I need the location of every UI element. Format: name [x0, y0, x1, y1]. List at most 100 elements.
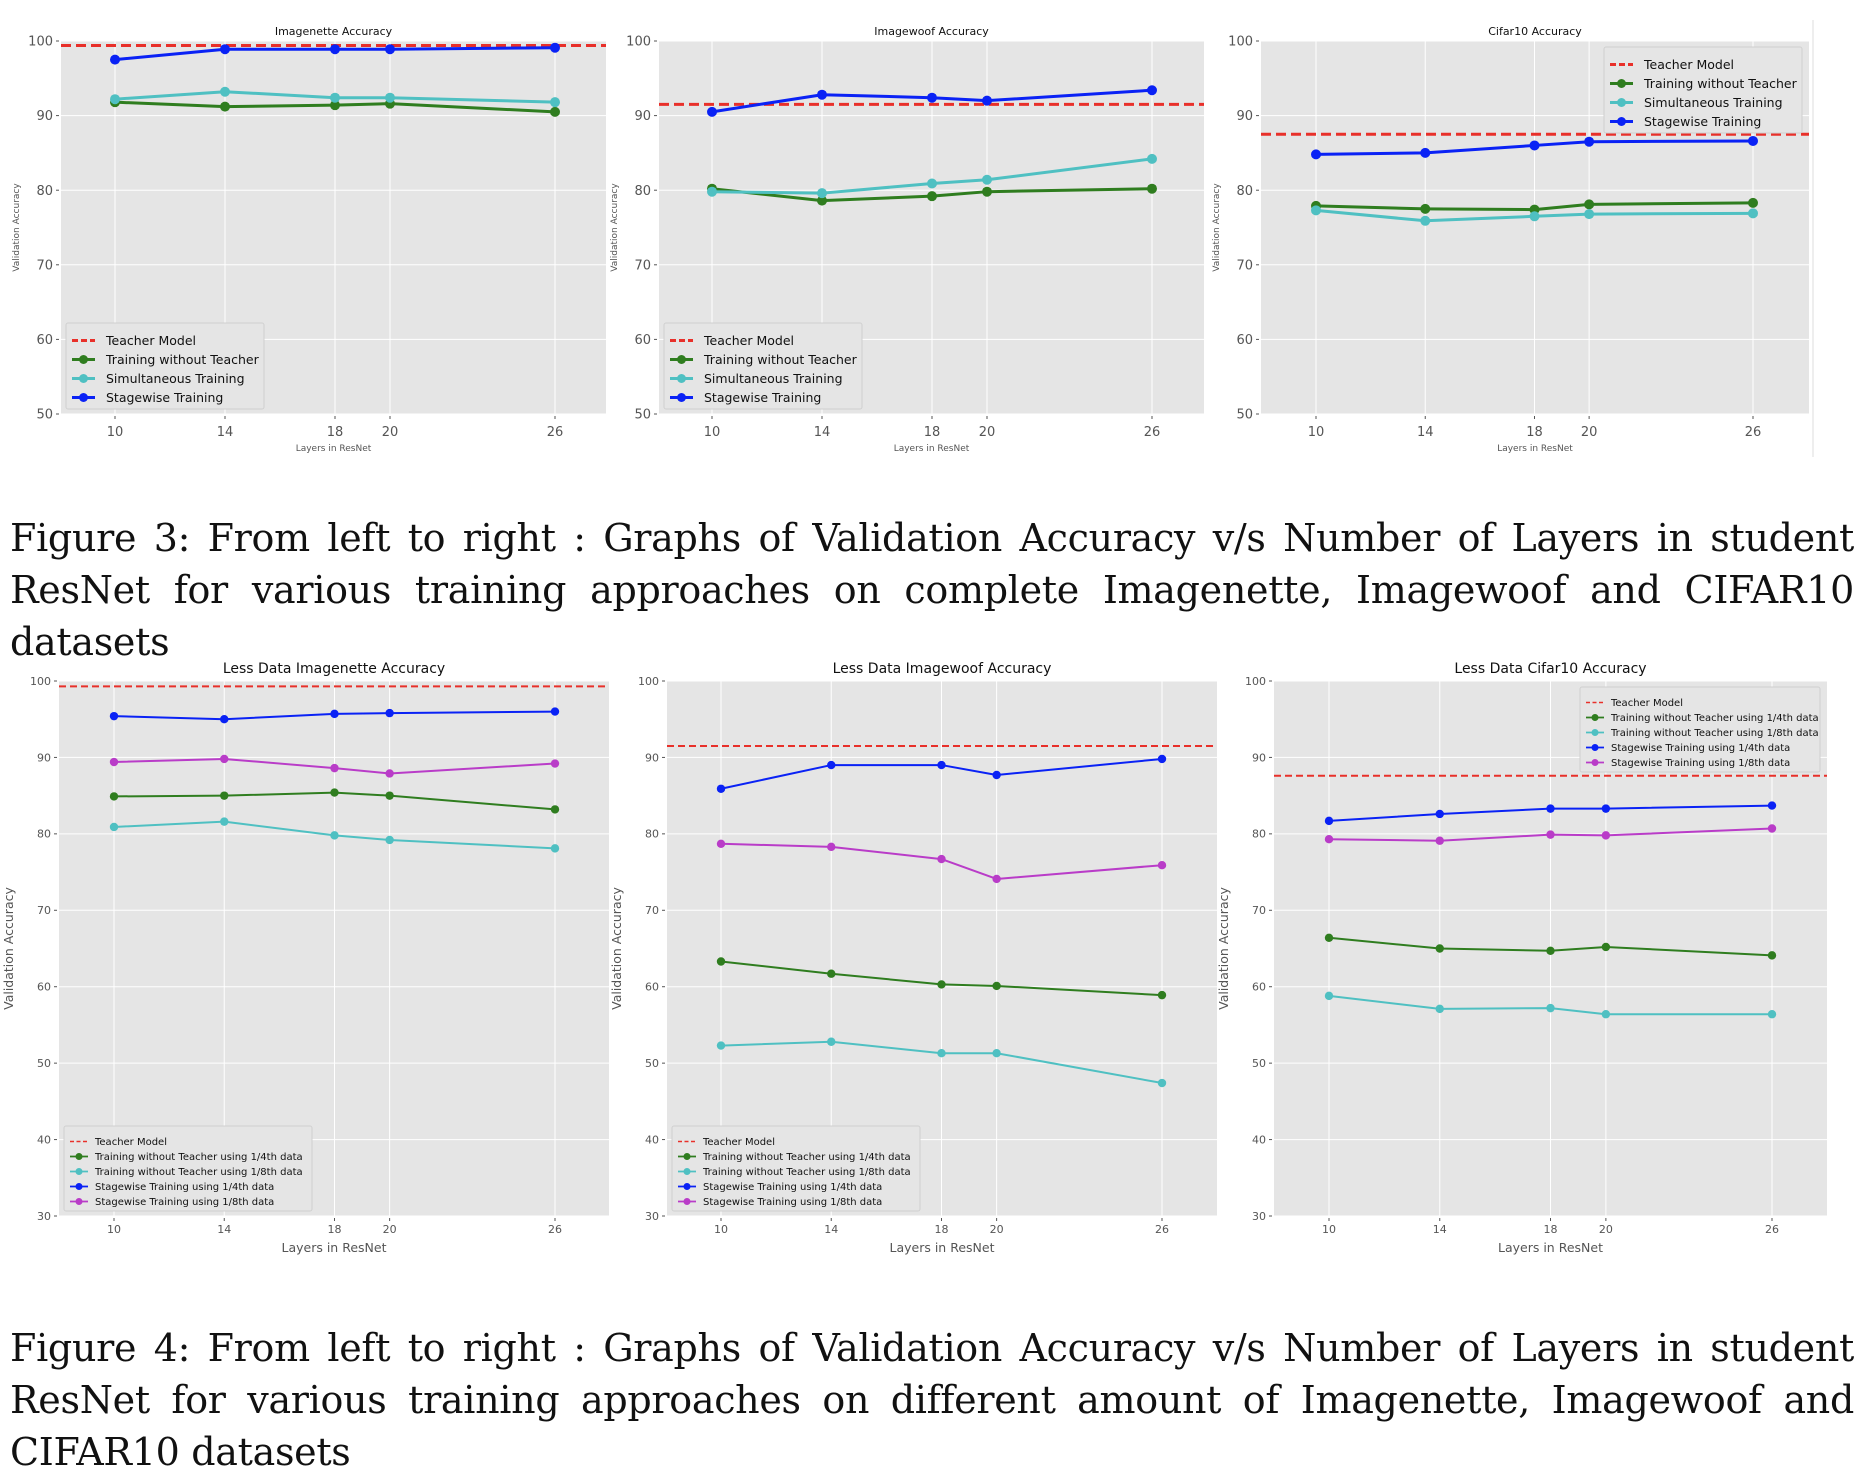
- data-point: [220, 86, 230, 97]
- data-point: [716, 957, 726, 966]
- chart-imagenette: 50 60 70 80 90 100 10 14 18 20 26 Imagenette Accura…: [12, 25, 606, 454]
- data-point: [982, 95, 992, 106]
- y-tick-label: 80: [1236, 184, 1253, 199]
- y-tick-label: 60: [634, 333, 651, 348]
- data-point: [220, 101, 230, 112]
- legend-swatch-marker: [677, 393, 686, 402]
- x-tick-label: 26: [1144, 425, 1161, 440]
- data-point: [220, 754, 229, 764]
- data-point: [110, 94, 120, 105]
- y-tick-label: 70: [1252, 904, 1266, 917]
- x-tick-label: 14: [217, 1223, 231, 1236]
- y-tick-label: 80: [1252, 828, 1266, 841]
- legend-label: Training without Teacher: [1643, 76, 1798, 91]
- data-point: [220, 44, 230, 55]
- data-point: [827, 1037, 836, 1046]
- x-tick-label: 14: [814, 425, 831, 440]
- data-point: [1147, 153, 1157, 164]
- legend-label: Teacher Model: [94, 1137, 167, 1148]
- legend-swatch-marker: [683, 1168, 691, 1175]
- legend-swatch-marker: [683, 1153, 691, 1160]
- legend-item: Teacher Model: [72, 333, 196, 348]
- data-point: [707, 186, 717, 197]
- data-point: [330, 100, 340, 111]
- x-tick-label: 14: [1433, 1223, 1447, 1236]
- data-point: [1584, 199, 1595, 210]
- x-tick-label: 10: [704, 425, 721, 440]
- legend-label: Training without Teacher using 1/4th dat…: [1610, 713, 1819, 724]
- data-point: [330, 831, 339, 840]
- legend-label: Simultaneous Training: [704, 371, 843, 386]
- data-point: [937, 980, 946, 989]
- figure-4-caption: Figure 4: From left to right : Graphs of…: [10, 1326, 1854, 1474]
- legend-item: Teacher Model: [70, 1137, 167, 1148]
- legend-swatch-marker: [1617, 117, 1626, 126]
- data-point: [1324, 835, 1334, 844]
- legend-item: Stagewise Training: [72, 390, 223, 405]
- y-tick-label: 70: [645, 904, 659, 917]
- legend-swatch-marker: [1617, 98, 1626, 107]
- data-point: [1435, 809, 1444, 819]
- legend-swatch-marker: [75, 1183, 83, 1190]
- y-tick-label: 90: [645, 751, 659, 764]
- data-point: [550, 42, 560, 53]
- x-tick-label: 14: [217, 425, 234, 440]
- legend-item: Stagewise Training using 1/8th data: [1586, 758, 1790, 769]
- y-axis-label: Validation Accuracy: [610, 183, 620, 272]
- y-tick-label: 50: [36, 408, 53, 423]
- legend-swatch-marker: [79, 355, 88, 364]
- legend-swatch-marker: [75, 1198, 83, 1205]
- x-tick-label: 10: [1308, 425, 1325, 440]
- figure-3-caption: Figure 3: From left to right : Graphs of…: [10, 516, 1854, 664]
- data-point: [707, 106, 717, 117]
- data-point: [982, 186, 992, 197]
- y-tick-label: 50: [645, 1057, 659, 1070]
- data-point: [1157, 860, 1167, 870]
- legend-label: Stagewise Training using 1/8th data: [1611, 758, 1790, 769]
- data-point: [827, 969, 836, 978]
- y-tick-label: 100: [1245, 675, 1266, 688]
- data-point: [817, 89, 827, 100]
- data-point: [1147, 85, 1157, 96]
- data-point: [550, 759, 560, 768]
- data-point: [817, 195, 827, 206]
- legend-item: Stagewise Training using 1/4th data: [70, 1182, 274, 1193]
- data-point: [330, 709, 339, 719]
- y-axis-label: Validation Accuracy: [1216, 887, 1231, 1010]
- data-point: [1767, 951, 1777, 960]
- data-point: [1435, 944, 1444, 953]
- legend-label: Simultaneous Training: [106, 371, 245, 386]
- legend-swatch-marker: [683, 1198, 691, 1205]
- x-tick-label: 10: [107, 1223, 121, 1236]
- data-point: [110, 54, 120, 65]
- legend-label: Teacher Model: [1643, 57, 1734, 72]
- data-point: [385, 791, 394, 800]
- y-tick-label: 100: [1228, 35, 1253, 50]
- y-tick-label: 30: [645, 1210, 659, 1223]
- data-point: [1157, 1078, 1167, 1088]
- y-tick-label: 30: [37, 1210, 51, 1223]
- data-point: [109, 711, 119, 721]
- y-tick-label: 70: [37, 904, 51, 917]
- legend-label: Training without Teacher using 1/8th dat…: [702, 1167, 911, 1178]
- data-point: [716, 784, 726, 793]
- data-point: [1584, 209, 1595, 220]
- data-point: [1324, 991, 1334, 1001]
- x-tick-label: 14: [824, 1223, 838, 1236]
- legend-label: Teacher Model: [702, 1137, 775, 1148]
- legend: Teacher Model Training without Teacher us…: [63, 1125, 313, 1212]
- data-point: [385, 92, 395, 103]
- y-tick-label: 50: [1252, 1057, 1266, 1070]
- legend-item: Teacher Model: [670, 333, 794, 348]
- legend-item: Training without Teacher using 1/4th dat…: [1586, 713, 1819, 724]
- legend-label: Stagewise Training: [106, 390, 223, 405]
- legend-swatch-marker: [1591, 714, 1599, 721]
- data-point: [1601, 804, 1611, 813]
- chart-less-data-cifar10: 30 40 50 60 70 80 90 100 10 14 18 20 26 Less Data Cif…: [1216, 661, 1827, 1255]
- data-point: [992, 1049, 1001, 1058]
- data-point: [1529, 140, 1540, 151]
- y-tick-label: 80: [634, 184, 651, 199]
- x-tick-label: 20: [382, 425, 399, 440]
- x-tick-label: 26: [1745, 425, 1762, 440]
